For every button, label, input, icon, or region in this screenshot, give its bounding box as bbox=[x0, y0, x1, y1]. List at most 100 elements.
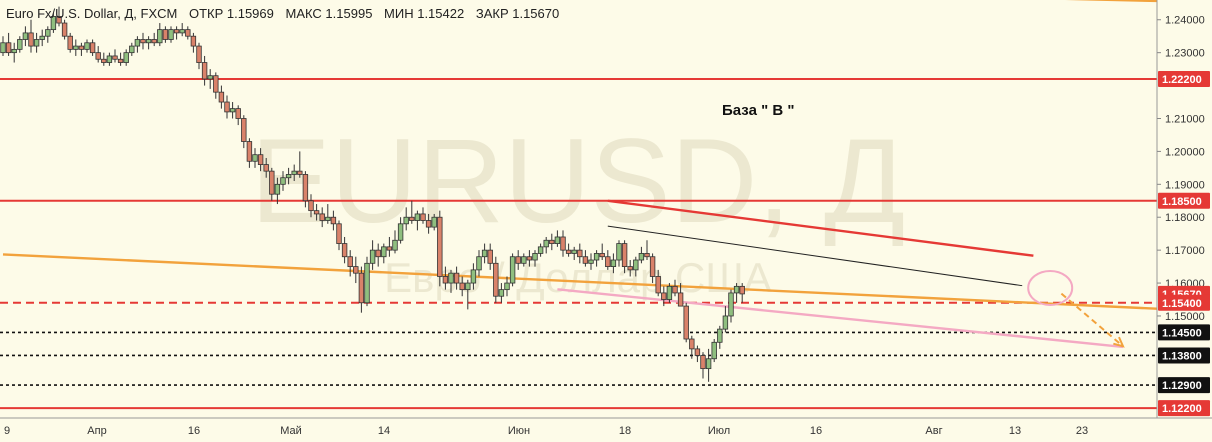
instrument-title: Euro Fx/U.S. Dollar, Д, FXCM bbox=[6, 6, 178, 21]
candle-body bbox=[717, 328, 723, 343]
candle-body bbox=[397, 223, 404, 241]
price-label: 1.12900 bbox=[1158, 377, 1210, 394]
candle bbox=[313, 204, 320, 221]
low-value: МИН 1.15422 bbox=[384, 6, 465, 21]
candle bbox=[336, 220, 342, 251]
candle-body bbox=[218, 91, 225, 103]
candle-body bbox=[33, 39, 40, 47]
high-value: МАКС 1.15995 bbox=[285, 6, 373, 21]
candle-body bbox=[151, 39, 157, 44]
candle-body bbox=[229, 108, 236, 113]
candle bbox=[448, 269, 454, 293]
candle bbox=[252, 148, 258, 168]
candle bbox=[201, 55, 208, 86]
candle bbox=[504, 276, 510, 297]
candle bbox=[325, 204, 331, 224]
candle-body bbox=[252, 154, 258, 162]
candle bbox=[655, 269, 661, 297]
candle bbox=[610, 253, 617, 274]
candle bbox=[173, 26, 180, 40]
price-label-box bbox=[1158, 377, 1210, 394]
candle bbox=[84, 39, 90, 53]
price-label-box bbox=[1158, 70, 1210, 87]
open-value: ОТКР 1.15969 bbox=[188, 6, 274, 21]
candle bbox=[190, 32, 197, 53]
time-tick-label: Июн bbox=[508, 425, 530, 437]
candle bbox=[649, 253, 656, 284]
candle-body bbox=[95, 52, 101, 60]
candle bbox=[5, 32, 12, 56]
candle-body bbox=[465, 282, 471, 291]
candle-body bbox=[521, 256, 527, 264]
candle-body bbox=[487, 249, 493, 264]
candle bbox=[397, 217, 404, 244]
candle bbox=[123, 49, 129, 66]
candle bbox=[179, 23, 185, 37]
candle-body bbox=[5, 42, 12, 54]
candle bbox=[112, 49, 118, 63]
candle bbox=[498, 283, 505, 303]
candle-body bbox=[61, 22, 68, 37]
candle bbox=[50, 13, 57, 33]
candle-body bbox=[280, 177, 286, 185]
candle bbox=[476, 250, 482, 277]
chart-header: Euro Fx/U.S. Dollar, Д, FXCM ОТКР 1.1596… bbox=[6, 6, 567, 21]
candle-body bbox=[610, 259, 617, 267]
candle bbox=[431, 213, 437, 231]
price-label: 1.14500 bbox=[1158, 324, 1210, 341]
candle bbox=[621, 240, 628, 274]
candle bbox=[644, 240, 650, 261]
candle bbox=[605, 250, 611, 270]
candle bbox=[509, 253, 516, 287]
candle bbox=[78, 42, 85, 56]
candle-body bbox=[123, 52, 129, 63]
candle-body bbox=[224, 101, 230, 113]
candle bbox=[369, 240, 376, 270]
candle-body bbox=[448, 272, 454, 284]
candle bbox=[285, 167, 292, 185]
candle-body bbox=[537, 246, 544, 254]
candle-body bbox=[246, 141, 253, 162]
candle bbox=[588, 253, 594, 270]
time-tick-label: 14 bbox=[378, 425, 390, 437]
candle-body bbox=[661, 292, 667, 300]
candle-body bbox=[129, 45, 135, 54]
candle-body bbox=[554, 236, 561, 244]
candle bbox=[17, 36, 23, 53]
candle bbox=[274, 177, 281, 205]
candle bbox=[235, 105, 241, 126]
time-tick-label: Апр bbox=[87, 425, 106, 437]
candle bbox=[73, 39, 79, 56]
candle bbox=[39, 29, 45, 47]
candle-body bbox=[453, 272, 460, 284]
candle-body bbox=[179, 29, 185, 34]
candle bbox=[45, 26, 51, 43]
candle bbox=[414, 210, 421, 231]
candle bbox=[470, 263, 477, 290]
candle bbox=[442, 266, 449, 290]
candle-body bbox=[369, 249, 376, 264]
candle-body bbox=[190, 35, 197, 47]
candle bbox=[341, 236, 348, 264]
candle bbox=[543, 236, 549, 254]
candle-body bbox=[207, 75, 213, 80]
candle-body bbox=[78, 45, 85, 50]
time-tick-label: Май bbox=[280, 425, 302, 437]
candle-body bbox=[45, 29, 51, 37]
candle bbox=[521, 253, 527, 267]
candle bbox=[134, 36, 141, 53]
candle-body bbox=[325, 216, 331, 221]
candle bbox=[593, 250, 600, 267]
price-label: 1.22200 bbox=[1158, 70, 1210, 87]
candle-body bbox=[330, 216, 337, 225]
orange-trend-line bbox=[2, 253, 1157, 310]
price-tick-label: 1.18000 bbox=[1165, 212, 1205, 224]
candle-body bbox=[157, 29, 163, 44]
price-tick-label: 1.19000 bbox=[1165, 179, 1205, 191]
candle-body bbox=[89, 42, 96, 54]
candle-body bbox=[728, 292, 734, 317]
price-label-text: 1.18500 bbox=[1162, 196, 1202, 208]
candle-body bbox=[274, 183, 281, 195]
candle-body bbox=[0, 42, 6, 54]
